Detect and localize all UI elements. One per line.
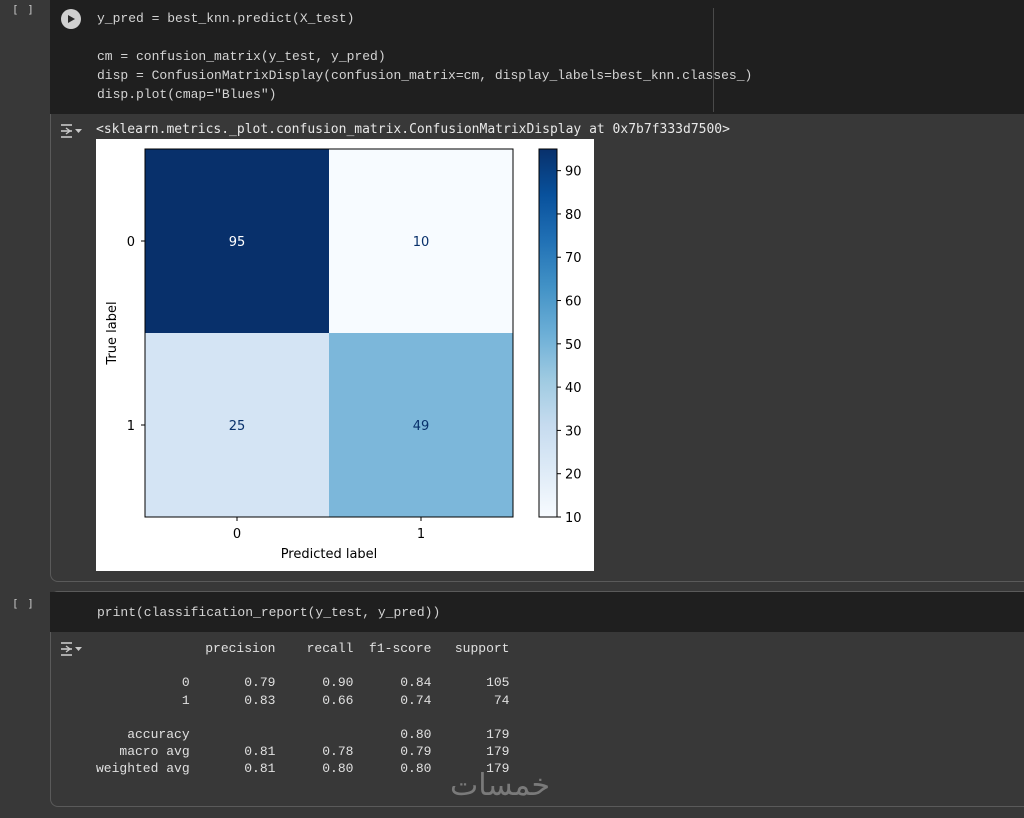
colorbar-tick-label: 90 bbox=[565, 165, 582, 180]
colorbar-tick-label: 70 bbox=[565, 251, 582, 266]
cm-value-label: 10 bbox=[413, 235, 430, 250]
colorbar-tick-label: 20 bbox=[565, 468, 582, 483]
cell1-output-repr: <sklearn.metrics._plot.confusion_matrix.… bbox=[96, 122, 730, 137]
y-axis-label: True label bbox=[105, 301, 120, 365]
colorbar-tick-label: 80 bbox=[565, 208, 582, 223]
classification-report: precision recall f1-score support 0 0.79… bbox=[96, 640, 509, 778]
editor-ruler bbox=[713, 8, 714, 112]
y-tick-label: 1 bbox=[127, 419, 135, 434]
report-line: weighted avg 0.81 0.80 0.80 179 bbox=[96, 761, 510, 777]
code-line: disp.plot(cmap="Blues") bbox=[97, 87, 277, 102]
cell2-code[interactable]: print(classification_report(y_test, y_pr… bbox=[97, 603, 440, 622]
code-line: disp = ConfusionMatrixDisplay(confusion_… bbox=[97, 68, 753, 83]
report-line: precision recall f1-score support bbox=[96, 641, 510, 656]
colorbar-tick-label: 10 bbox=[565, 511, 582, 526]
code-line: print(classification_report(y_test, y_pr… bbox=[97, 605, 441, 620]
cm-cell bbox=[329, 149, 513, 333]
report-line: 1 0.83 0.66 0.74 74 bbox=[96, 692, 510, 708]
colorbar bbox=[538, 148, 558, 518]
cm-cell bbox=[145, 333, 329, 517]
x-axis-label: Predicted label bbox=[281, 547, 378, 562]
cell2-execution-count: [ ] bbox=[12, 597, 35, 610]
cell2-code-area[interactable] bbox=[50, 592, 1024, 632]
report-line: 0 0.79 0.90 0.84 105 bbox=[96, 675, 510, 691]
code-line: y_pred = best_knn.predict(X_test) bbox=[97, 11, 355, 26]
confusion-matrix-plot: 95 10 25 49 0 1 0 1 Predicted label True label 10 2… bbox=[96, 139, 594, 571]
cell1-code-area[interactable] bbox=[50, 0, 1024, 114]
cell1-execution-count: [ ] bbox=[12, 3, 35, 16]
y-tick-label: 0 bbox=[127, 235, 135, 250]
watermark: خمسات bbox=[450, 768, 551, 803]
colorbar-tick-label: 40 bbox=[565, 381, 582, 396]
report-line: macro avg 0.81 0.78 0.79 179 bbox=[96, 744, 510, 760]
x-tick-label: 1 bbox=[417, 527, 425, 542]
output-toggle-icon[interactable] bbox=[60, 640, 84, 658]
cell2-frame bbox=[50, 591, 1024, 807]
report-line: accuracy 0.80 179 bbox=[96, 727, 510, 743]
run-cell-button[interactable] bbox=[61, 9, 81, 29]
run-icon bbox=[68, 15, 75, 23]
cm-value-label: 49 bbox=[413, 419, 430, 434]
colorbar-tick-label: 50 bbox=[565, 338, 582, 353]
cell1-code[interactable]: y_pred = best_knn.predict(X_test) cm = c… bbox=[97, 9, 752, 104]
cm-value-label: 25 bbox=[229, 419, 246, 434]
code-line: cm = confusion_matrix(y_test, y_pred) bbox=[97, 49, 386, 64]
cm-axes-frame bbox=[144, 148, 514, 518]
x-tick-label: 0 bbox=[233, 527, 241, 542]
colorbar-tick-label: 60 bbox=[565, 295, 582, 310]
cm-value-label: 95 bbox=[229, 235, 246, 250]
cm-cell bbox=[145, 149, 329, 333]
output-toggle-icon[interactable] bbox=[60, 122, 84, 140]
cm-cell bbox=[329, 333, 513, 517]
colorbar-tick-label: 30 bbox=[565, 424, 582, 439]
